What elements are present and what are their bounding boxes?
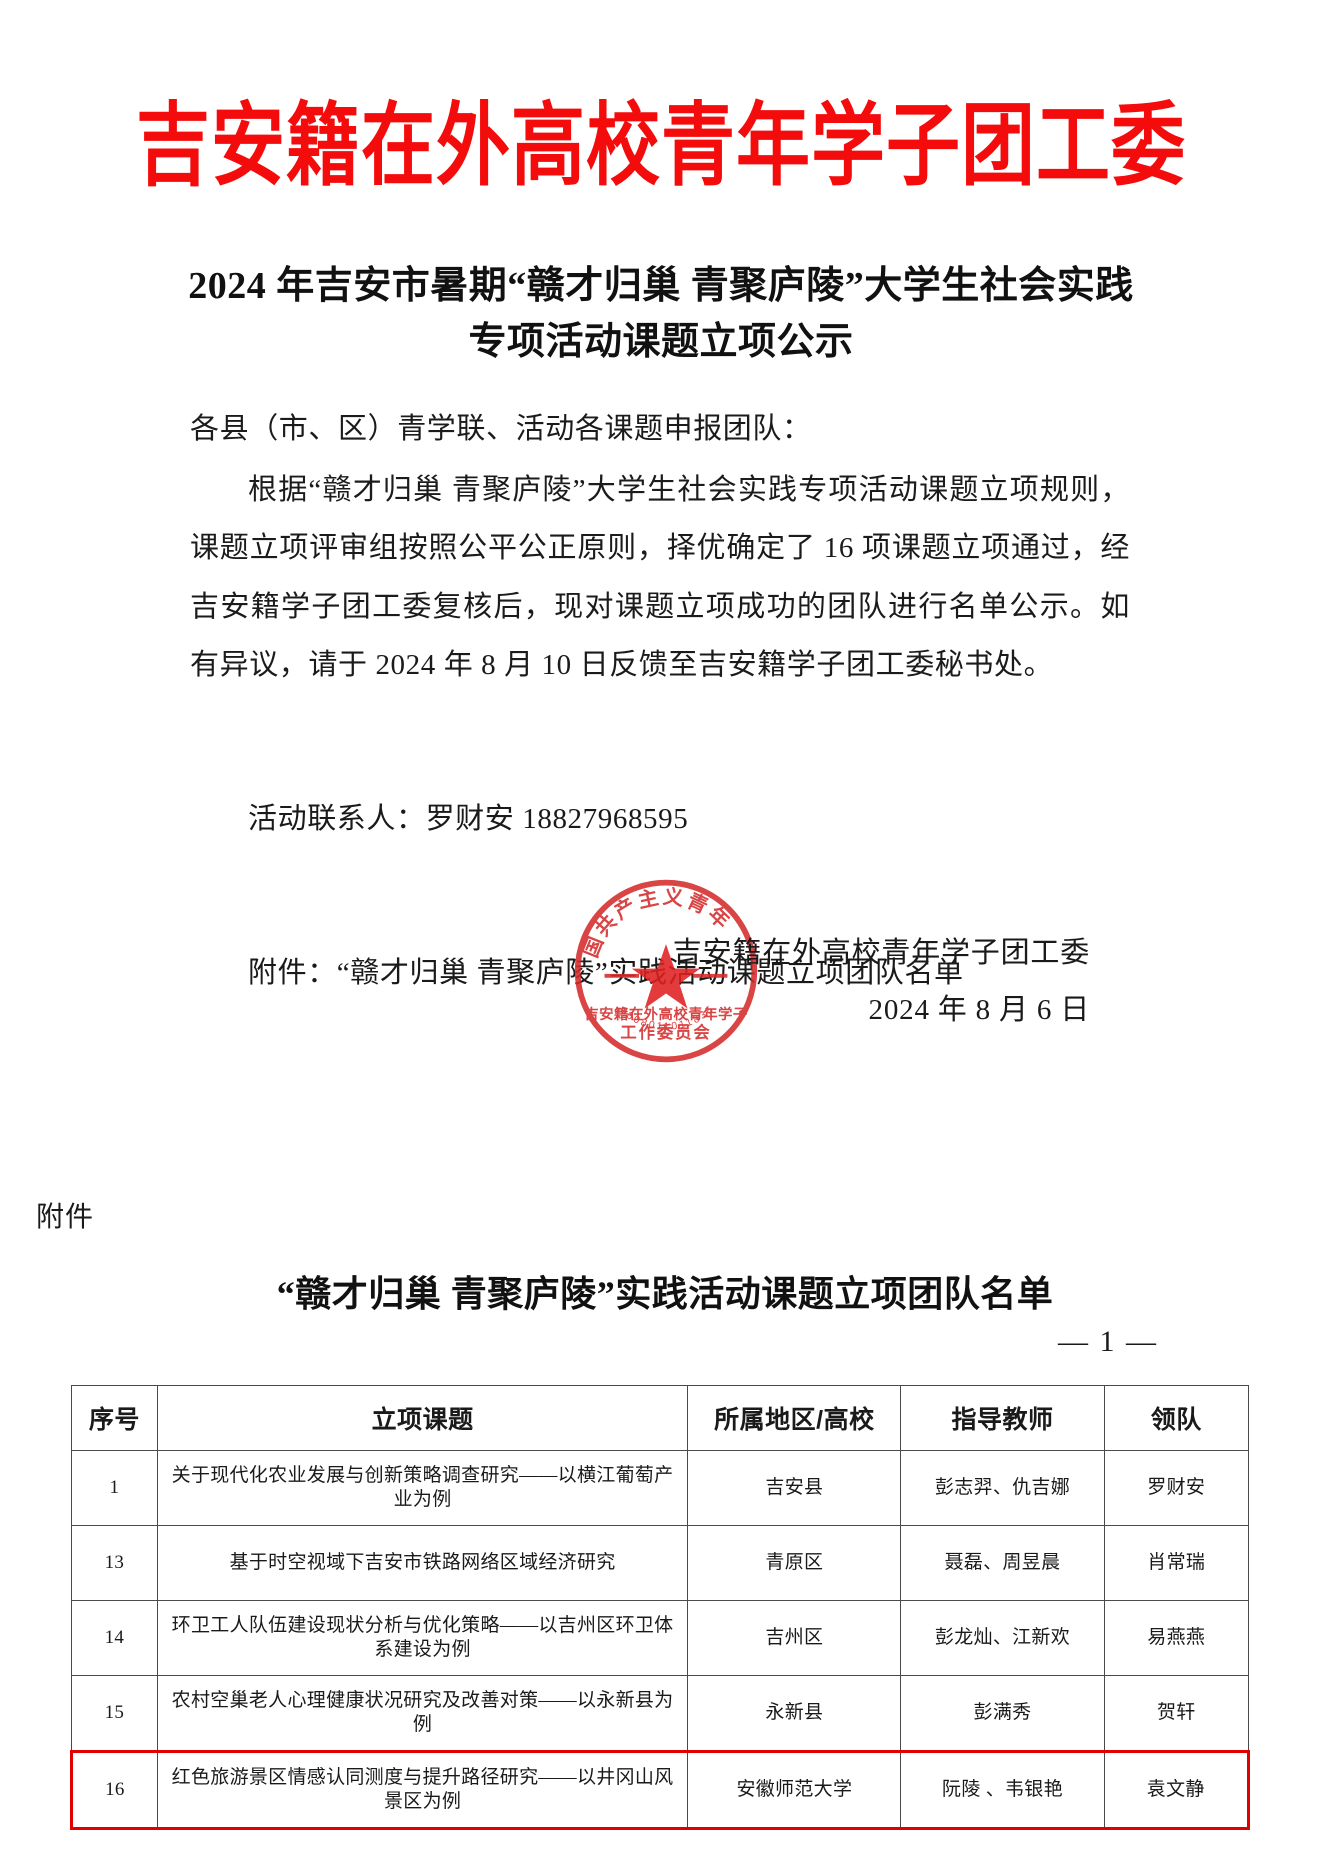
- cell-no: 14: [71, 1600, 158, 1676]
- cell-teacher: 聂磊、周昱晨: [900, 1525, 1105, 1601]
- cell-topic: 环卫工人队伍建设现状分析与优化策略——以吉州区环卫体系建设为例: [156, 1600, 689, 1676]
- cell-region: 青原区: [687, 1525, 902, 1601]
- annex-title: “赣才归巢 青聚庐陵”实践活动课题立项团队名单: [276, 1274, 1054, 1314]
- column-header-topic: 立项课题: [156, 1385, 689, 1451]
- page-number: — 1 —: [1058, 1325, 1158, 1358]
- roster-table: 序号 立项课题 所属地区/高校 指导教师 领队 1 关于现代化农业发展与创新策略调…: [70, 1385, 1251, 1830]
- cell-leader: 罗财安: [1103, 1450, 1250, 1526]
- table-row: 14 环卫工人队伍建设现状分析与优化策略——以吉州区环卫体系建设为例 吉州区 彭龙灿、…: [71, 1600, 1250, 1676]
- cell-topic: 农村空巢老人心理健康状况研究及改善对策——以永新县为例: [156, 1675, 689, 1752]
- cell-leader: 袁文静: [1103, 1750, 1251, 1830]
- cell-region: 安徽师范大学: [687, 1750, 902, 1830]
- document-body: 各县（市、区）青学联、活动各课题申报团队： 根据“赣才归巢 青聚庐陵”大学生社会…: [190, 400, 1130, 697]
- cell-region: 吉安县: [687, 1450, 902, 1526]
- roster-table-body: 1 关于现代化农业发展与创新策略调查研究——以横江葡萄产业为例 吉安县 彭志羿、仇吉娜…: [70, 1450, 1251, 1830]
- cell-leader: 贺轩: [1103, 1675, 1250, 1752]
- cell-topic: 关于现代化农业发展与创新策略调查研究——以横江葡萄产业为例: [156, 1450, 689, 1526]
- body-paragraph-1: 根据“赣才归巢 青聚庐陵”大学生社会实践专项活动课题立项规则，课题立项评审组按照…: [190, 473, 1130, 682]
- cell-region: 永新县: [687, 1675, 902, 1752]
- contact-line: 活动联系人：罗财安 18827968595: [248, 803, 689, 835]
- cell-teacher: 彭志羿、仇吉娜: [900, 1450, 1105, 1526]
- column-header-teacher: 指导教师: [900, 1385, 1105, 1451]
- cell-teacher: 彭满秀: [900, 1675, 1105, 1752]
- cell-teacher: 彭龙灿、江新欢: [900, 1600, 1105, 1676]
- cell-topic: 基于时空视域下吉安市铁路网络区域经济研究: [156, 1525, 689, 1601]
- cell-teacher: 阮陵 、韦银艳: [900, 1750, 1105, 1830]
- signature-org: 吉安籍在外高校青年学子团工委: [672, 937, 1090, 969]
- masthead-title: 吉安籍在外高校青年学子团工委: [136, 97, 1186, 198]
- cell-no: 13: [71, 1525, 158, 1601]
- table-header-row: 序号 立项课题 所属地区/高校 指导教师 领队: [71, 1385, 1250, 1451]
- cell-region: 吉州区: [687, 1600, 902, 1676]
- signature-date: 2024 年 8 月 6 日: [868, 993, 1090, 1026]
- cell-leader: 易燕燕: [1103, 1600, 1250, 1676]
- cell-no: 15: [71, 1675, 158, 1752]
- column-header-region: 所属地区/高校: [687, 1385, 902, 1451]
- column-header-no: 序号: [71, 1385, 158, 1451]
- table-row: 15 农村空巢老人心理健康状况研究及改善对策——以永新县为例 永新县 彭满秀 贺轩: [71, 1675, 1250, 1752]
- table-row: 16 红色旅游景区情感认同测度与提升路径研究——以井冈山风景区为例 安徽师范大学 阮陵…: [70, 1750, 1251, 1830]
- cell-no: 16: [70, 1750, 158, 1830]
- attachment-marker: 附件: [36, 1202, 95, 1233]
- cell-leader: 肖常瑞: [1103, 1525, 1250, 1601]
- column-header-leader: 领队: [1103, 1385, 1250, 1451]
- document-title: 2024 年吉安市暑期“赣才归巢 青聚庐陵”大学生社会实践专项活动课题立项公示: [188, 265, 1134, 364]
- cell-no: 1: [71, 1450, 158, 1526]
- cell-topic: 红色旅游景区情感认同测度与提升路径研究——以井冈山风景区为例: [156, 1750, 689, 1830]
- table-row: 1 关于现代化农业发展与创新策略调查研究——以横江葡萄产业为例 吉安县 彭志羿、仇吉娜…: [71, 1450, 1250, 1526]
- salutation-line: 各县（市、区）青学联、活动各课题申报团队：: [190, 413, 812, 445]
- roster-table-container: 序号 立项课题 所属地区/高校 指导教师 领队 1 关于现代化农业发展与创新策略调…: [70, 1385, 1251, 1830]
- table-row: 13 基于时空视域下吉安市铁路网络区域经济研究 青原区 聂磊、周昱晨 肖常瑞: [71, 1525, 1250, 1601]
- signature-block: 吉安籍在外高校青年学子团工委 2024 年 8 月 6 日: [190, 925, 1130, 1038]
